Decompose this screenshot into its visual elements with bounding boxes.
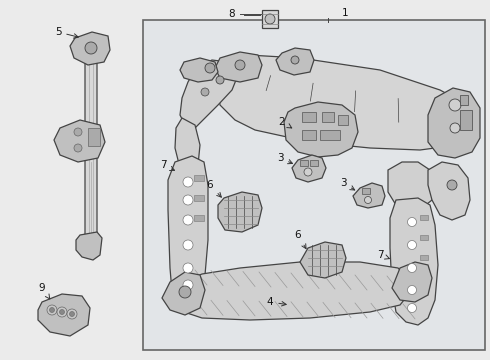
Text: 9: 9	[39, 283, 50, 299]
Bar	[310, 160, 318, 166]
Circle shape	[70, 311, 74, 316]
Circle shape	[216, 76, 224, 84]
Text: 8: 8	[229, 9, 235, 19]
Circle shape	[291, 56, 299, 64]
Circle shape	[408, 285, 416, 294]
Bar	[420, 215, 428, 220]
Bar	[320, 130, 340, 140]
Circle shape	[304, 168, 312, 176]
Circle shape	[447, 180, 457, 190]
Text: 7: 7	[160, 160, 174, 171]
Circle shape	[183, 280, 193, 290]
Text: 7: 7	[377, 250, 390, 260]
Polygon shape	[85, 38, 97, 242]
Polygon shape	[218, 55, 470, 150]
Bar	[302, 112, 316, 122]
Bar	[194, 215, 204, 221]
Circle shape	[235, 60, 245, 70]
Polygon shape	[215, 52, 262, 82]
Polygon shape	[70, 32, 110, 65]
Bar	[338, 115, 348, 125]
Text: 6: 6	[207, 180, 221, 197]
Circle shape	[47, 305, 57, 315]
Bar	[460, 110, 472, 130]
Circle shape	[74, 144, 82, 152]
Circle shape	[408, 303, 416, 312]
Bar	[420, 255, 428, 260]
Text: 1: 1	[342, 8, 348, 18]
Bar	[302, 130, 316, 140]
Circle shape	[408, 240, 416, 249]
Circle shape	[205, 63, 215, 73]
Circle shape	[183, 195, 193, 205]
Polygon shape	[175, 118, 200, 172]
Circle shape	[201, 88, 209, 96]
Text: 3: 3	[340, 178, 355, 190]
Bar	[262, 10, 278, 28]
Polygon shape	[292, 155, 326, 182]
Circle shape	[85, 42, 97, 54]
Bar	[194, 175, 204, 181]
Polygon shape	[390, 198, 438, 325]
Bar	[300, 160, 308, 166]
Circle shape	[408, 264, 416, 273]
Polygon shape	[168, 156, 208, 302]
Circle shape	[183, 263, 193, 273]
Polygon shape	[172, 262, 408, 320]
Polygon shape	[276, 48, 314, 75]
Circle shape	[449, 99, 461, 111]
Text: 3: 3	[277, 153, 293, 164]
Polygon shape	[180, 60, 238, 128]
Bar	[194, 195, 204, 201]
Text: 6: 6	[294, 230, 306, 249]
Circle shape	[67, 309, 77, 319]
Polygon shape	[218, 192, 262, 232]
Circle shape	[450, 123, 460, 133]
Circle shape	[59, 310, 65, 315]
Polygon shape	[54, 120, 105, 162]
Polygon shape	[428, 162, 470, 220]
Polygon shape	[284, 102, 358, 157]
Polygon shape	[180, 58, 218, 82]
Polygon shape	[388, 162, 435, 210]
Polygon shape	[428, 88, 480, 158]
Polygon shape	[300, 242, 346, 278]
Polygon shape	[76, 232, 102, 260]
Bar	[460, 95, 468, 105]
Polygon shape	[392, 262, 432, 302]
Bar	[143, 20, 485, 350]
Circle shape	[49, 307, 54, 312]
Bar	[362, 188, 370, 194]
Circle shape	[365, 197, 371, 203]
Circle shape	[183, 240, 193, 250]
Circle shape	[57, 307, 67, 317]
Bar	[420, 235, 428, 240]
Polygon shape	[162, 272, 205, 315]
Bar	[88, 128, 100, 146]
Circle shape	[183, 215, 193, 225]
Circle shape	[179, 286, 191, 298]
Polygon shape	[38, 294, 90, 336]
Circle shape	[408, 217, 416, 226]
Circle shape	[74, 128, 82, 136]
Text: 4: 4	[267, 297, 286, 307]
Bar	[322, 112, 334, 122]
Polygon shape	[353, 183, 385, 208]
Circle shape	[183, 177, 193, 187]
Circle shape	[265, 14, 275, 24]
Text: 2: 2	[279, 117, 292, 128]
Text: 5: 5	[55, 27, 78, 38]
